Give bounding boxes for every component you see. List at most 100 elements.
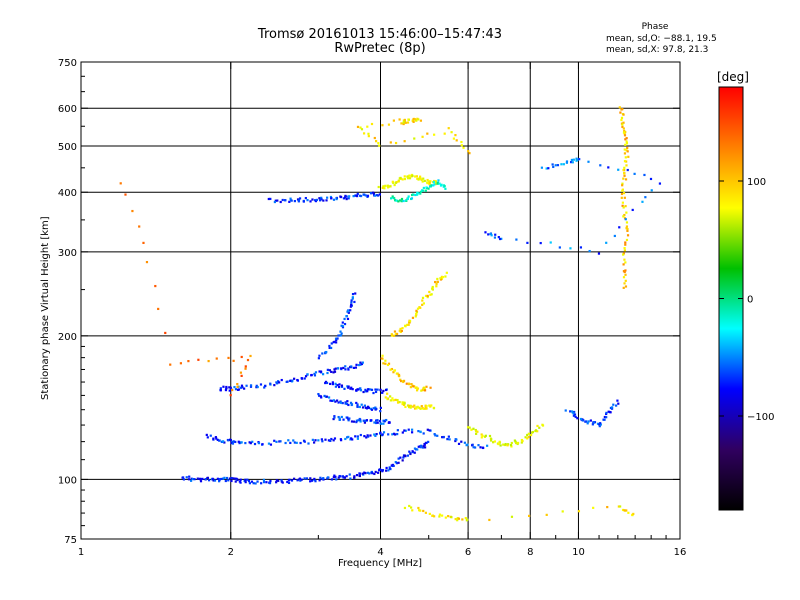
data-point <box>309 200 312 203</box>
data-point <box>370 388 374 391</box>
data-point <box>450 516 453 519</box>
colorbar-ticks: 100 0 −100 <box>719 177 774 423</box>
data-point <box>229 386 232 389</box>
data-point <box>332 417 335 421</box>
series-f2-lower-o <box>267 191 381 204</box>
data-point <box>347 435 350 439</box>
data-point <box>587 420 590 423</box>
data-point <box>415 175 418 178</box>
data-point <box>342 476 345 479</box>
data-point <box>460 440 463 443</box>
data-point <box>612 403 615 406</box>
data-point <box>339 475 342 478</box>
data-point <box>366 434 369 437</box>
data-point <box>386 392 389 395</box>
data-point <box>440 183 443 186</box>
colorbar-tick-label: 100 <box>747 177 766 188</box>
data-point <box>433 183 436 186</box>
data-point <box>199 480 203 483</box>
data-point <box>337 367 340 370</box>
data-point <box>412 120 415 123</box>
data-point <box>492 441 495 444</box>
data-point <box>538 426 541 429</box>
data-point <box>318 370 321 373</box>
data-point <box>596 422 600 425</box>
data-point <box>439 277 442 280</box>
data-point <box>510 445 513 448</box>
data-point <box>246 358 250 362</box>
data-point <box>623 160 627 163</box>
data-point <box>419 430 422 434</box>
data-point <box>432 180 435 184</box>
series-f1-upper-x <box>390 271 448 337</box>
data-point <box>386 363 390 367</box>
data-point <box>400 379 403 383</box>
data-point <box>340 332 343 335</box>
data-point <box>355 363 358 366</box>
data-point <box>649 177 653 181</box>
data-point <box>393 330 397 333</box>
data-point <box>419 509 422 512</box>
data-point <box>393 197 396 200</box>
data-point <box>415 119 418 122</box>
data-point <box>403 454 407 457</box>
data-point <box>206 476 209 479</box>
data-point <box>404 324 407 327</box>
data-point <box>422 432 425 435</box>
data-point <box>622 192 626 195</box>
data-point <box>520 438 524 442</box>
data-point <box>371 472 374 475</box>
data-point <box>626 227 629 231</box>
data-point <box>299 479 302 482</box>
data-point <box>381 433 384 436</box>
data-point <box>399 176 402 180</box>
data-point <box>318 199 322 202</box>
data-point <box>412 385 415 388</box>
data-point <box>318 197 321 200</box>
data-point <box>572 414 576 417</box>
data-point <box>419 175 422 178</box>
data-point <box>245 384 248 387</box>
data-point <box>622 177 625 180</box>
data-point <box>391 180 394 183</box>
data-point <box>309 477 312 480</box>
data-point <box>227 479 230 482</box>
data-point <box>408 404 411 408</box>
data-point <box>623 172 626 175</box>
data-point <box>317 439 320 442</box>
data-point <box>624 138 627 141</box>
data-point <box>369 419 372 422</box>
data-point <box>189 479 193 482</box>
data-point <box>426 428 429 431</box>
data-point <box>344 368 347 371</box>
data-point <box>626 146 629 150</box>
data-point <box>319 476 322 479</box>
data-point <box>605 411 608 414</box>
data-point <box>361 472 364 475</box>
data-point <box>407 428 410 431</box>
data-point <box>364 406 367 409</box>
data-point <box>345 195 348 198</box>
data-point <box>617 168 620 171</box>
data-point <box>455 139 458 142</box>
data-point <box>362 193 365 196</box>
data-point <box>296 479 299 482</box>
data-point <box>334 385 338 388</box>
data-point <box>215 357 218 360</box>
data-point <box>367 406 370 409</box>
data-point <box>460 140 463 144</box>
data-point <box>392 399 395 402</box>
data-point <box>623 249 626 252</box>
data-point <box>424 446 427 449</box>
data-point <box>357 419 360 422</box>
data-point <box>348 195 351 198</box>
data-point <box>318 354 321 357</box>
data-point <box>303 377 306 380</box>
data-point <box>375 419 378 422</box>
data-point <box>623 196 626 199</box>
data-point <box>408 321 411 324</box>
data-point <box>359 363 362 366</box>
data-point <box>423 442 426 446</box>
data-point <box>616 399 619 402</box>
data-point <box>477 444 480 447</box>
